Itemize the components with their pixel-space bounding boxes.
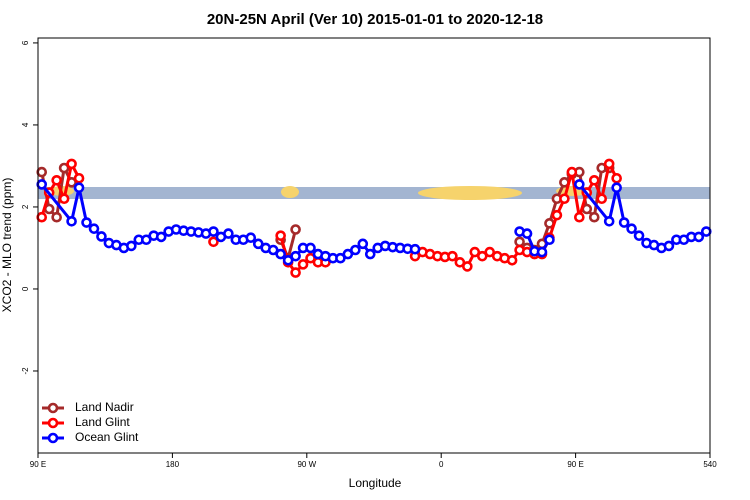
point [290, 267, 301, 278]
x-tick-label: 90 E [30, 460, 46, 469]
x-tick-label: 90 E [567, 460, 583, 469]
point [409, 243, 421, 255]
point [663, 240, 675, 252]
point [252, 238, 264, 250]
x-tick-label: 0 [439, 460, 444, 469]
point [51, 174, 62, 186]
point [633, 230, 645, 241]
y-axis-label: XCO2 - MLO trend (ppm) [0, 178, 14, 313]
point [208, 236, 219, 248]
y-tick-label: 4 [21, 122, 30, 127]
point [36, 211, 48, 223]
point [51, 211, 62, 223]
point [611, 182, 622, 193]
point [476, 250, 488, 262]
point [342, 248, 354, 260]
point [574, 211, 585, 223]
point [335, 252, 346, 264]
point [626, 223, 637, 234]
point [693, 231, 705, 243]
point [506, 254, 518, 266]
point [588, 174, 600, 186]
point [36, 179, 48, 190]
point [469, 246, 481, 258]
point [88, 223, 100, 234]
point [305, 252, 316, 264]
legend-marker [47, 402, 59, 414]
point [611, 172, 622, 184]
point [305, 242, 316, 254]
point [290, 224, 301, 235]
point [551, 209, 563, 221]
point [364, 248, 376, 260]
point [559, 193, 570, 205]
plot-frame [37, 37, 711, 454]
point [73, 172, 85, 184]
point [58, 162, 70, 174]
y-tick-label: -2 [21, 367, 30, 375]
point [544, 234, 555, 246]
x-tick-label: 90 W [297, 460, 316, 469]
point [297, 259, 309, 270]
point [140, 234, 152, 246]
point [275, 230, 286, 241]
point [566, 166, 578, 178]
point [462, 261, 473, 272]
map-strip [38, 186, 710, 200]
point [447, 250, 458, 262]
point [96, 231, 107, 242]
point [126, 240, 137, 252]
point [357, 238, 369, 250]
point [588, 211, 600, 223]
point [73, 182, 85, 193]
point [155, 231, 167, 243]
point [603, 158, 615, 170]
point [514, 236, 525, 248]
chart-title: 20N-25N April (Ver 10) 2015-01-01 to 202… [207, 11, 543, 28]
legend-label: Ocean Glint [75, 430, 139, 444]
point [350, 244, 361, 256]
point [245, 232, 257, 244]
point [81, 217, 92, 228]
point [66, 158, 77, 170]
x-tick-label: 180 [166, 460, 180, 469]
point [66, 216, 77, 227]
point [223, 228, 234, 239]
point [290, 250, 301, 262]
point [208, 226, 219, 237]
legend-label: Land Glint [75, 415, 130, 429]
y-tick-label: 6 [21, 40, 30, 45]
x-tick-label: 540 [703, 460, 717, 469]
point [484, 246, 496, 258]
x-axis-label: Longitude [349, 476, 402, 490]
point [700, 226, 712, 237]
point [596, 193, 608, 205]
point [536, 246, 548, 258]
legend-label: Land Nadir [75, 400, 134, 414]
point [574, 179, 585, 190]
point [454, 257, 466, 268]
point [36, 166, 48, 178]
point [58, 193, 70, 205]
point [282, 254, 294, 266]
y-tick-label: 2 [21, 204, 30, 209]
point [267, 244, 279, 256]
point [275, 248, 286, 260]
point [521, 228, 533, 239]
y-tick-label: 0 [21, 286, 30, 291]
legend-marker [47, 432, 59, 444]
legend-marker [47, 417, 59, 429]
point [618, 217, 630, 228]
point [603, 216, 615, 227]
